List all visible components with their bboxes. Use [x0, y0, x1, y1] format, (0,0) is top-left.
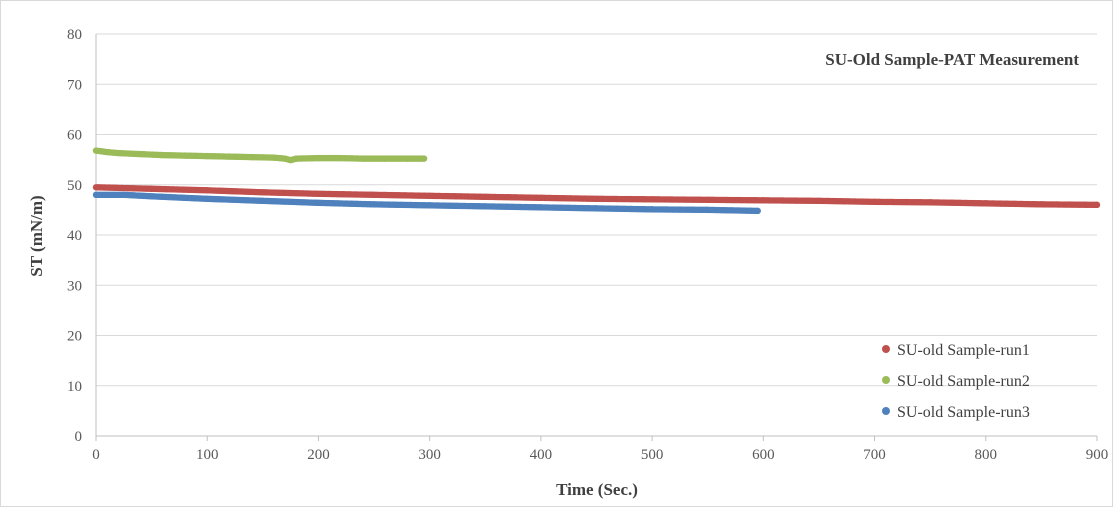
- data-point: [1093, 201, 1101, 209]
- x-tick-label: 400: [530, 447, 553, 463]
- x-tick-label: 500: [641, 447, 664, 463]
- x-tick-label: 600: [752, 447, 775, 463]
- series-run3: [92, 191, 761, 215]
- x-tick-label: 700: [863, 447, 886, 463]
- y-tick-label: 60: [67, 128, 82, 144]
- y-tick-label: 70: [67, 77, 82, 93]
- series-run2: [92, 147, 428, 164]
- x-axis-title: Time (Sec.): [556, 480, 638, 499]
- x-tick-label: 300: [418, 447, 441, 463]
- data-point: [754, 207, 761, 215]
- y-tick-label: 80: [67, 27, 82, 43]
- legend-label-run3: SU-old Sample-run3: [897, 404, 1030, 421]
- y-tick-label: 40: [67, 228, 82, 244]
- legend-item-run3: SU-old Sample-run3: [882, 404, 1030, 421]
- chart-title: SU-Old Sample-PAT Measurement: [825, 50, 1079, 69]
- x-tick-label: 200: [307, 447, 330, 463]
- y-tick-label: 50: [67, 178, 82, 194]
- x-tick-label: 0: [92, 447, 100, 463]
- x-tick-label: 800: [975, 447, 998, 463]
- legend-item-run2: SU-old Sample-run2: [882, 373, 1030, 390]
- legend-marker-run1: [882, 345, 890, 353]
- y-axis-title: ST (mN/m): [27, 195, 46, 276]
- data-series: [92, 147, 1101, 215]
- legend-marker-run3: [882, 407, 890, 415]
- y-tick-label: 0: [75, 429, 83, 445]
- legend-marker-run2: [882, 376, 890, 384]
- legend-item-run1: SU-old Sample-run1: [882, 342, 1030, 359]
- y-tick-label: 30: [67, 278, 82, 294]
- x-tick-label: 900: [1086, 447, 1109, 463]
- data-point: [420, 155, 428, 162]
- y-tick-label: 10: [67, 379, 82, 395]
- series-run1: [92, 184, 1101, 209]
- legend: SU-old Sample-run1 SU-old Sample-run2 SU…: [882, 342, 1030, 421]
- gridlines: [96, 33, 1097, 387]
- legend-label-run1: SU-old Sample-run1: [897, 342, 1030, 359]
- y-tick-label: 20: [67, 329, 82, 345]
- x-tick-label: 100: [196, 447, 219, 463]
- axes: [95, 34, 1098, 441]
- legend-label-run2: SU-old Sample-run2: [897, 373, 1030, 390]
